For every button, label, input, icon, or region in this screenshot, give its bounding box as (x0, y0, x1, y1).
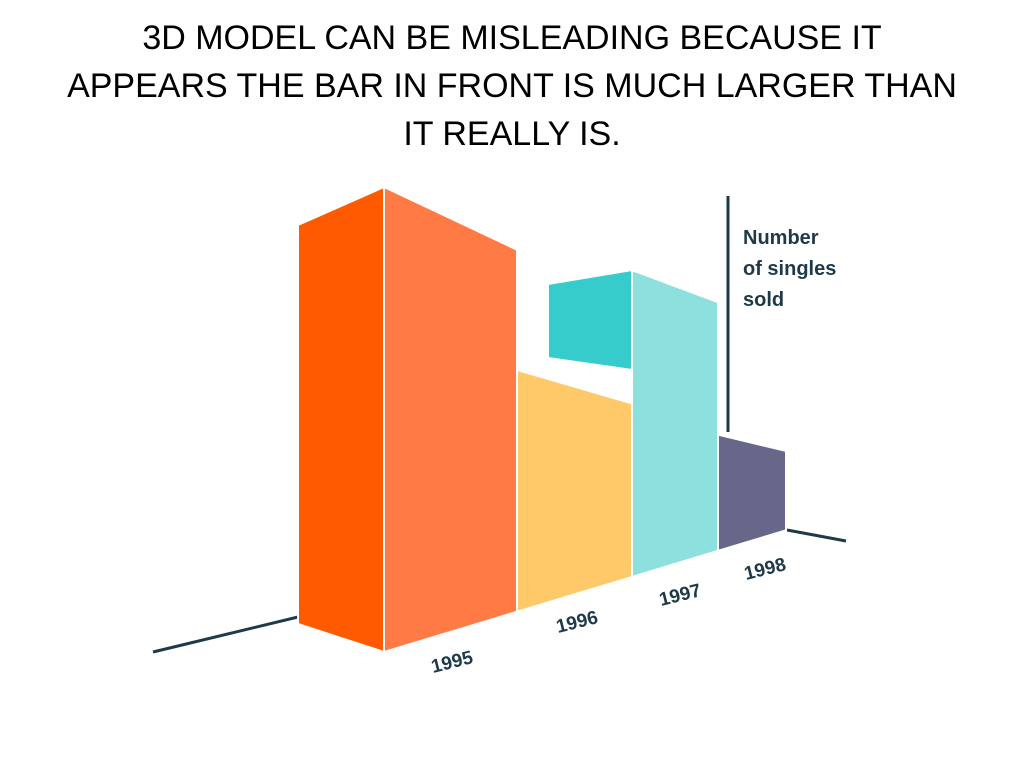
chart-bars (297, 185, 787, 654)
x-tick-label-1997: 1997 (657, 580, 703, 611)
x-tick-label-1998: 1998 (742, 554, 788, 585)
ground-axis-left (152, 615, 299, 654)
x-tick-label-1995: 1995 (429, 647, 476, 678)
x-tick-label-1996: 1996 (554, 607, 600, 638)
bar-1997 (631, 268, 719, 579)
y-axis-title: Number of singles sold (743, 227, 836, 311)
bar-1996 (516, 368, 633, 614)
ground-axis-right (786, 528, 847, 543)
bar-side-1997 (547, 268, 633, 372)
bar-1995 (383, 185, 518, 654)
bar-side-1995 (297, 185, 385, 654)
slide-title: 3D MODEL CAN BE MISLEADING BECAUSE IT AP… (67, 19, 957, 153)
chart-axes (152, 196, 847, 654)
bar-1998 (717, 433, 787, 553)
